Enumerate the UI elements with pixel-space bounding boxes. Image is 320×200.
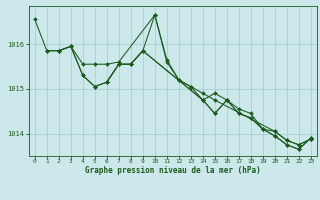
X-axis label: Graphe pression niveau de la mer (hPa): Graphe pression niveau de la mer (hPa) xyxy=(85,166,261,175)
